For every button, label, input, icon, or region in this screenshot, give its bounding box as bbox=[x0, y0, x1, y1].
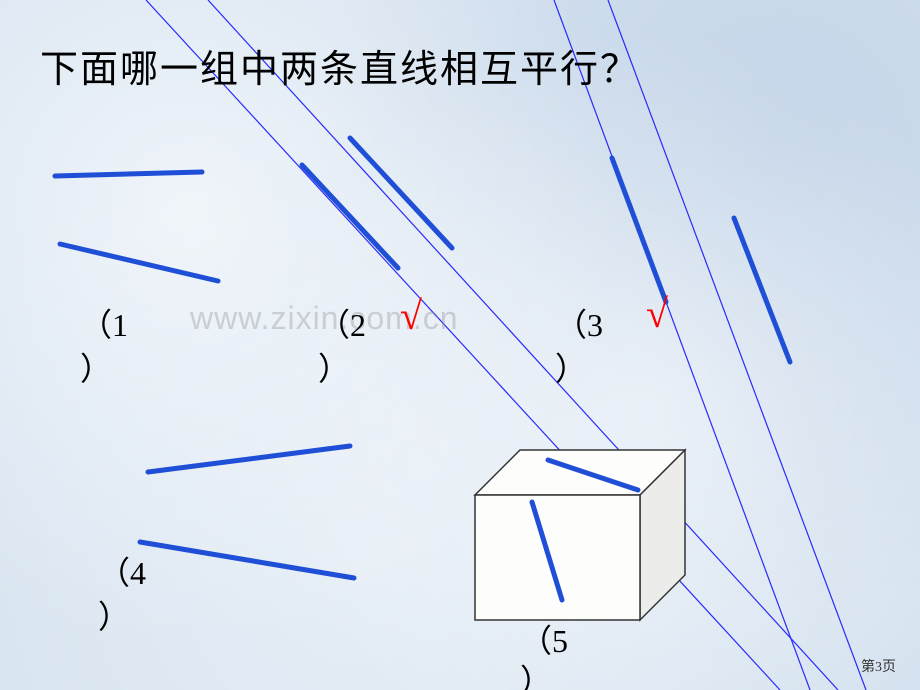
label-4: （4 bbox=[98, 548, 146, 594]
label-4-close: ） bbox=[98, 592, 130, 638]
question-text: 下面哪一组中两条直线相互平行？ bbox=[40, 38, 640, 93]
group3-line-a bbox=[612, 158, 666, 302]
check-2: √ bbox=[400, 292, 422, 339]
group4-line-b bbox=[140, 542, 354, 578]
page-number: 第3页 bbox=[861, 656, 896, 676]
label-2-close: ） bbox=[318, 344, 350, 390]
group1-line-b bbox=[60, 244, 218, 281]
label-2: （2 bbox=[318, 300, 366, 346]
group2-line-a bbox=[302, 165, 398, 268]
cube-front bbox=[475, 495, 640, 620]
label-1-close: ） bbox=[80, 344, 112, 390]
group1-line-a bbox=[55, 172, 202, 176]
label-5-close: ） bbox=[520, 656, 552, 690]
label-3: （3 bbox=[555, 300, 603, 346]
group4-line-a bbox=[148, 446, 350, 472]
label-3-close: ） bbox=[555, 344, 587, 390]
group2-guide-a bbox=[146, 0, 780, 690]
group3-line-b bbox=[734, 218, 790, 362]
check-3: √ bbox=[646, 290, 668, 337]
label-1: （1 bbox=[80, 300, 128, 346]
